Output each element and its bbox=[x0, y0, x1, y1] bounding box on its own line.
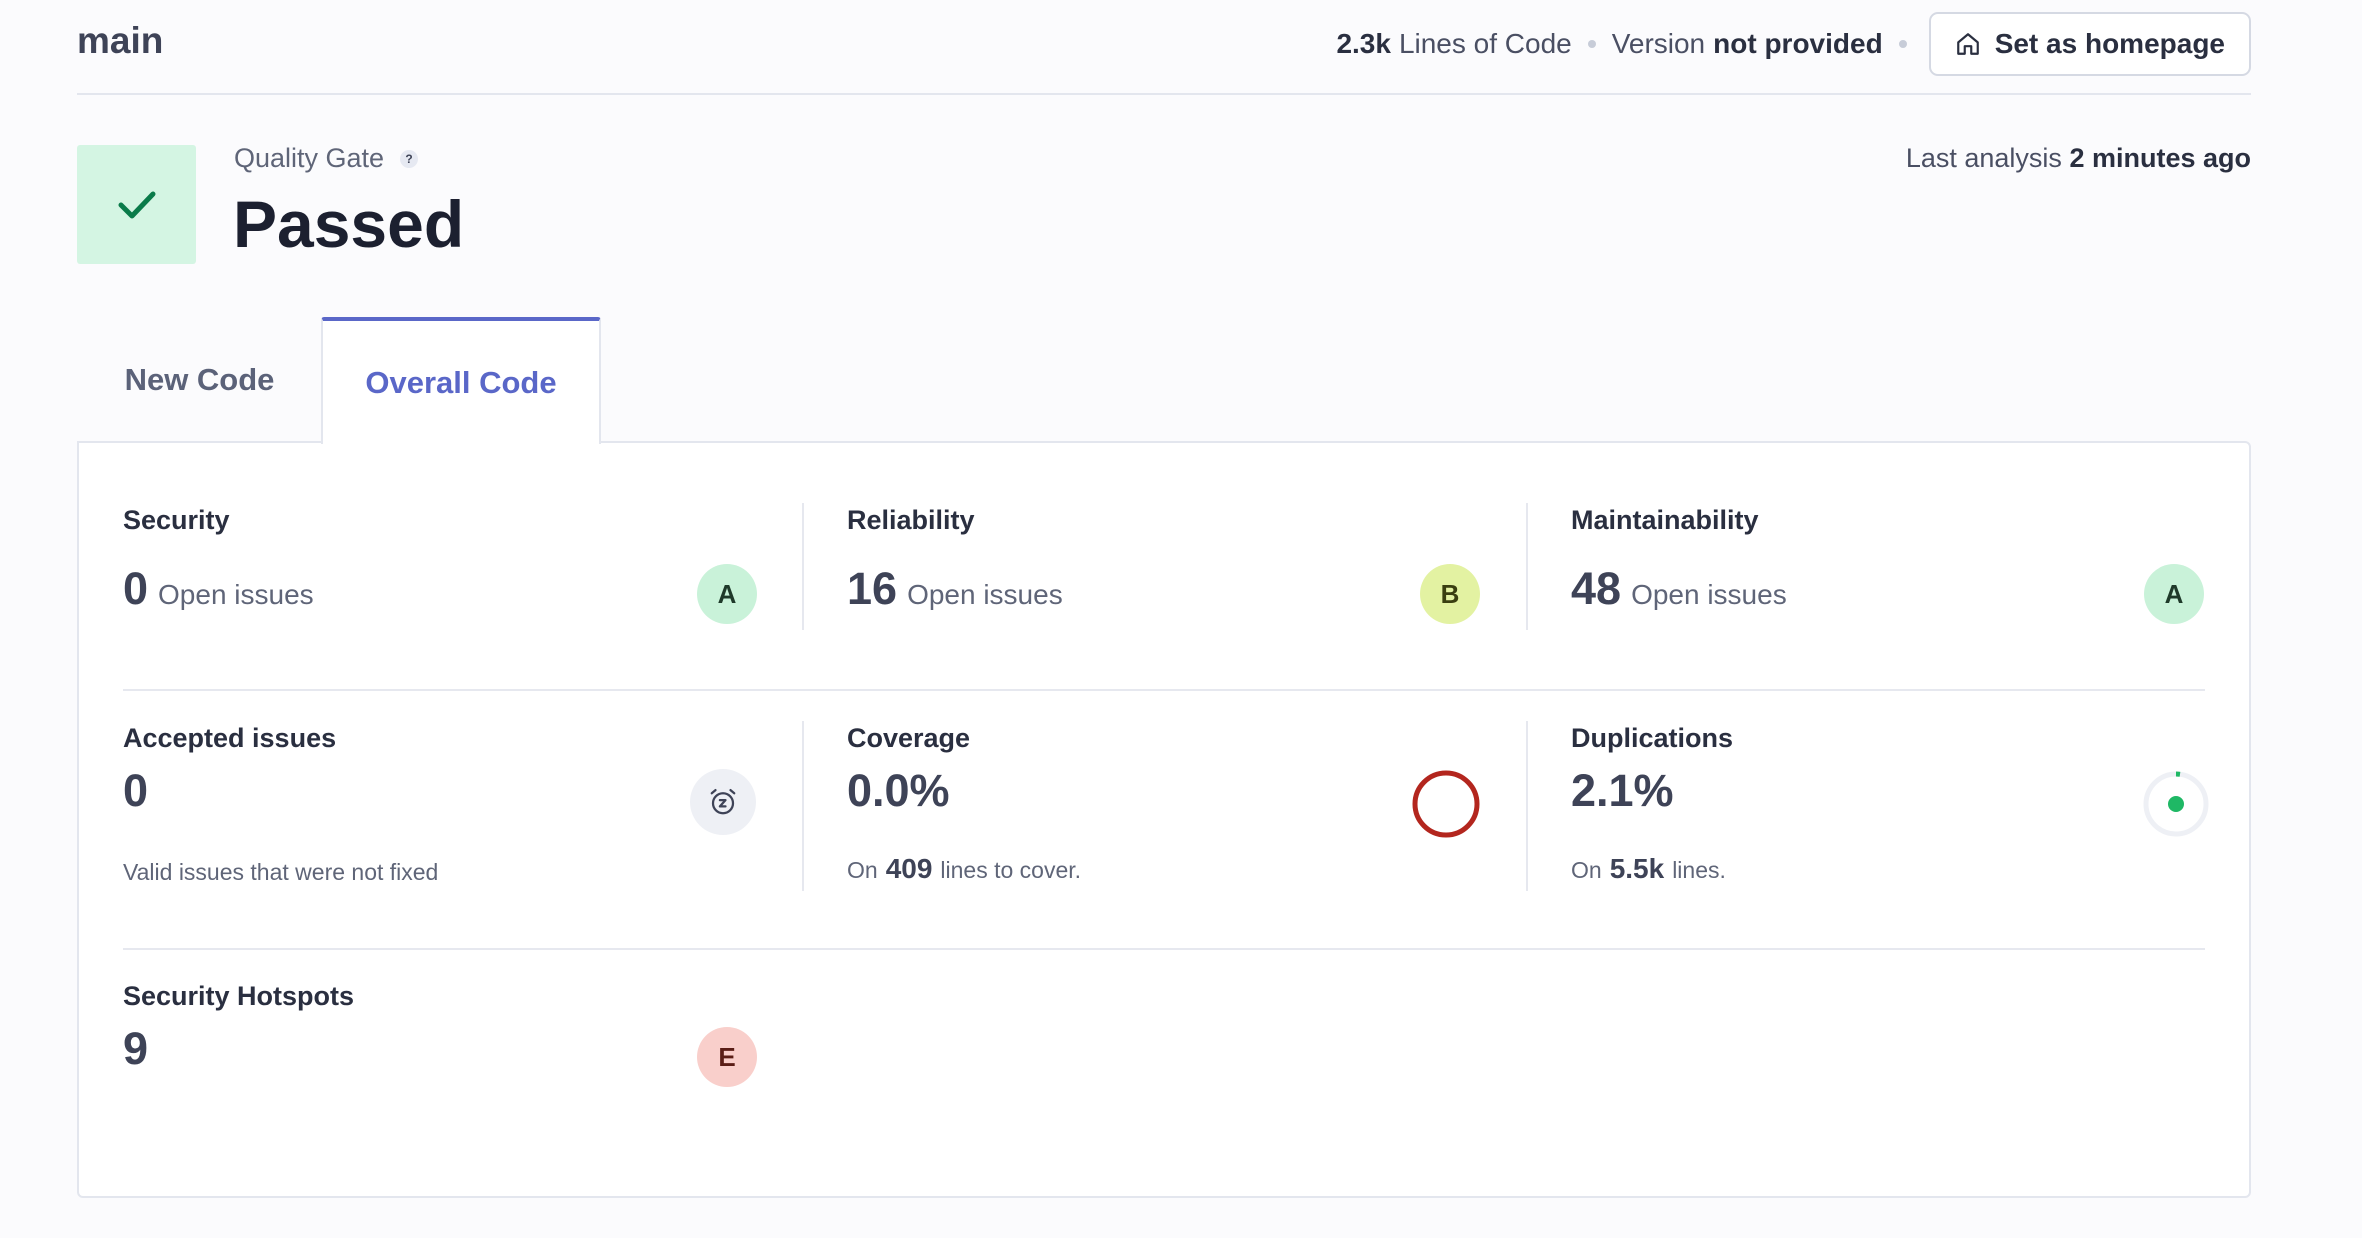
security-hotspots-value[interactable]: 9 bbox=[123, 1023, 149, 1074]
separator-dot bbox=[1587, 40, 1596, 48]
alarm-clock-icon bbox=[710, 789, 736, 815]
set-as-homepage-label: Set as homepage bbox=[1994, 28, 2225, 59]
security-hotspots-title: Security Hotspots bbox=[123, 981, 355, 1011]
home-icon bbox=[1956, 33, 1979, 55]
security-unit: Open issues bbox=[158, 579, 314, 610]
check-icon bbox=[118, 191, 155, 218]
header-meta: 2.3k Lines of Code Version not provided … bbox=[1336, 11, 2251, 77]
branch-name: main bbox=[77, 20, 164, 61]
help-icon[interactable]: ? bbox=[400, 149, 419, 168]
security-hotspots-rating-badge[interactable]: E bbox=[697, 1027, 757, 1087]
loc-label: Lines of Code bbox=[1398, 28, 1572, 59]
column-divider bbox=[1526, 721, 1528, 891]
quality-gate-label-text: Quality Gate bbox=[234, 143, 385, 173]
security-title: Security bbox=[123, 505, 230, 535]
reliability-rating-badge[interactable]: B bbox=[1420, 564, 1480, 624]
last-analysis-label: Last analysis bbox=[1905, 143, 2062, 173]
coverage-value[interactable]: 0.0% bbox=[847, 765, 950, 816]
duplications-description: On 5.5k lines. bbox=[1571, 853, 1726, 885]
duplications-lines-count: 5.5k bbox=[1609, 853, 1665, 884]
overall-code-panel: Security 0 Open issues A Reliability 16 … bbox=[77, 441, 2251, 1198]
coverage-description: On 409 lines to cover. bbox=[847, 853, 1081, 885]
reliability-count: 16 bbox=[847, 563, 898, 614]
accepted-issues-icon-badge bbox=[690, 769, 756, 835]
tab-new-code[interactable]: New Code bbox=[124, 362, 275, 397]
accepted-issues-description: Valid issues that were not fixed bbox=[123, 859, 439, 885]
duplications-dot bbox=[2168, 796, 2184, 812]
reliability-unit: Open issues bbox=[907, 579, 1063, 610]
maintainability-count: 48 bbox=[1571, 563, 1622, 614]
security-count: 0 bbox=[123, 563, 149, 614]
column-divider bbox=[802, 721, 804, 891]
coverage-title: Coverage bbox=[847, 723, 971, 753]
separator-dot bbox=[1898, 40, 1907, 48]
coverage-donut-chart bbox=[1412, 770, 1480, 838]
version-value: not provided bbox=[1713, 28, 1883, 59]
page-header: main 2.3k Lines of Code Version not prov… bbox=[77, 0, 2251, 95]
reliability-card[interactable]: Reliability 16 Open issues B bbox=[847, 505, 1487, 645]
reliability-title: Reliability bbox=[847, 505, 975, 535]
row-divider bbox=[123, 689, 2205, 691]
row-divider bbox=[123, 948, 2205, 950]
last-analysis: Last analysis 2 minutes ago bbox=[1906, 143, 2251, 174]
accepted-issues-card[interactable]: Accepted issues 0 Valid issues that were… bbox=[123, 723, 763, 893]
security-hotspots-card[interactable]: Security Hotspots 9 E bbox=[123, 981, 763, 1121]
last-analysis-value: 2 minutes ago bbox=[2069, 143, 2251, 173]
loc-value: 2.3k bbox=[1336, 28, 1391, 59]
security-rating-badge[interactable]: A bbox=[697, 564, 757, 624]
quality-gate-status: Passed bbox=[233, 187, 465, 261]
reliability-value[interactable]: 16 Open issues bbox=[847, 563, 1063, 615]
quality-gate-label: Quality Gate ? bbox=[234, 143, 419, 174]
maintainability-title: Maintainability bbox=[1571, 505, 1759, 535]
tab-overall-code[interactable]: Overall Code bbox=[321, 317, 601, 444]
quality-gate-status-icon-box bbox=[77, 145, 196, 264]
duplications-title: Duplications bbox=[1571, 723, 1734, 753]
column-divider bbox=[1526, 503, 1528, 630]
version-label: Version bbox=[1611, 28, 1706, 59]
duplications-sub-suffix: lines. bbox=[1672, 857, 1726, 883]
coverage-card[interactable]: Coverage 0.0% On 409 lines to cover. bbox=[847, 723, 1487, 893]
security-card[interactable]: Security 0 Open issues A bbox=[123, 505, 763, 645]
duplications-indicator bbox=[2143, 771, 2209, 837]
coverage-lines-count: 409 bbox=[885, 853, 933, 884]
duplications-sub-prefix: On bbox=[1571, 857, 1602, 883]
security-value[interactable]: 0 Open issues bbox=[123, 563, 314, 615]
maintainability-card[interactable]: Maintainability 48 Open issues A bbox=[1571, 505, 2211, 645]
coverage-sub-suffix: lines to cover. bbox=[940, 857, 1082, 883]
accepted-issues-value[interactable]: 0 bbox=[123, 765, 149, 816]
coverage-sub-prefix: On bbox=[847, 857, 878, 883]
maintainability-unit: Open issues bbox=[1631, 579, 1787, 610]
accepted-issues-title: Accepted issues bbox=[123, 723, 337, 753]
set-as-homepage-button[interactable]: Set as homepage bbox=[1928, 12, 2251, 76]
column-divider bbox=[802, 503, 804, 630]
coverage-ring bbox=[1412, 770, 1480, 838]
maintainability-value[interactable]: 48 Open issues bbox=[1571, 563, 1787, 615]
duplications-card[interactable]: Duplications 2.1% On 5.5k lines. bbox=[1571, 723, 2211, 893]
maintainability-rating-badge[interactable]: A bbox=[2144, 564, 2204, 624]
duplications-value[interactable]: 2.1% bbox=[1571, 765, 1674, 816]
